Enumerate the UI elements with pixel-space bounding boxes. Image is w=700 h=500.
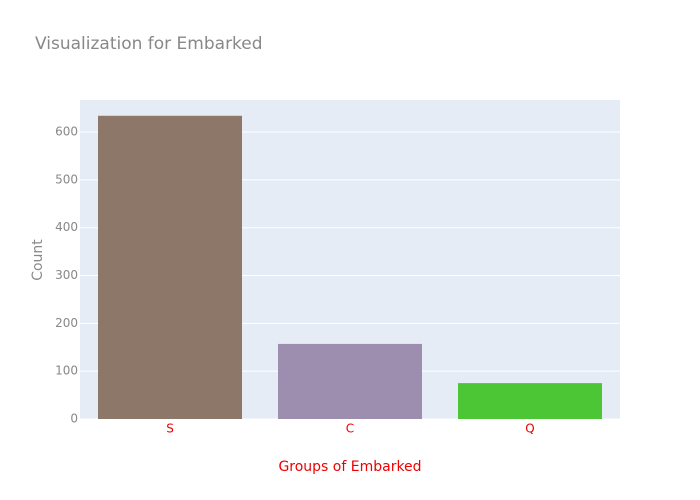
y-tick-label: 100 xyxy=(55,364,78,378)
bar xyxy=(278,343,422,419)
y-tick-label: 200 xyxy=(55,316,78,330)
x-tick-label: Q xyxy=(525,422,534,436)
bar xyxy=(98,115,242,420)
y-tick-label: 600 xyxy=(55,125,78,139)
x-tick-label: C xyxy=(346,422,354,436)
chart-title: Visualization for Embarked xyxy=(35,34,263,54)
y-tick-label: 0 xyxy=(70,412,78,426)
x-axis-label: Groups of Embarked xyxy=(278,459,421,475)
y-tick-label: 400 xyxy=(55,220,78,234)
bar xyxy=(458,383,602,419)
y-tick-label: 300 xyxy=(55,268,78,282)
y-tick-label: 500 xyxy=(55,172,78,186)
y-axis-label: Count xyxy=(30,239,46,281)
x-tick-label: S xyxy=(166,422,174,436)
